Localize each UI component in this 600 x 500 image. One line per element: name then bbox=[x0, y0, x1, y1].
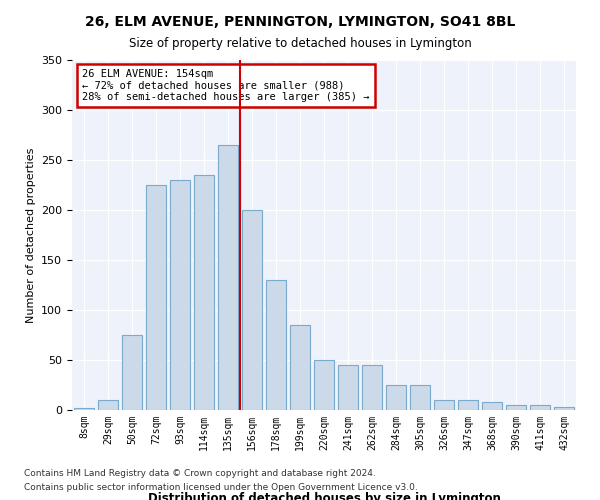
Bar bbox=[362, 365, 382, 410]
Text: Size of property relative to detached houses in Lymington: Size of property relative to detached ho… bbox=[128, 38, 472, 51]
Bar bbox=[74, 408, 94, 410]
Bar bbox=[506, 405, 526, 410]
Bar bbox=[290, 325, 310, 410]
Bar bbox=[170, 180, 190, 410]
Bar bbox=[266, 280, 286, 410]
Bar bbox=[410, 385, 430, 410]
Bar bbox=[194, 175, 214, 410]
Bar bbox=[338, 365, 358, 410]
X-axis label: Distribution of detached houses by size in Lymington: Distribution of detached houses by size … bbox=[148, 492, 500, 500]
Bar bbox=[314, 360, 334, 410]
Bar bbox=[530, 405, 550, 410]
Bar bbox=[482, 402, 502, 410]
Bar bbox=[98, 400, 118, 410]
Y-axis label: Number of detached properties: Number of detached properties bbox=[26, 148, 35, 322]
Bar bbox=[554, 407, 574, 410]
Bar bbox=[458, 400, 478, 410]
Bar bbox=[386, 385, 406, 410]
Bar bbox=[242, 210, 262, 410]
Text: Contains HM Land Registry data © Crown copyright and database right 2024.: Contains HM Land Registry data © Crown c… bbox=[24, 468, 376, 477]
Text: 26 ELM AVENUE: 154sqm
← 72% of detached houses are smaller (988)
28% of semi-det: 26 ELM AVENUE: 154sqm ← 72% of detached … bbox=[82, 69, 370, 102]
Text: 26, ELM AVENUE, PENNINGTON, LYMINGTON, SO41 8BL: 26, ELM AVENUE, PENNINGTON, LYMINGTON, S… bbox=[85, 15, 515, 29]
Bar bbox=[434, 400, 454, 410]
Text: Contains public sector information licensed under the Open Government Licence v3: Contains public sector information licen… bbox=[24, 484, 418, 492]
Bar bbox=[122, 335, 142, 410]
Bar bbox=[218, 145, 238, 410]
Bar bbox=[146, 185, 166, 410]
